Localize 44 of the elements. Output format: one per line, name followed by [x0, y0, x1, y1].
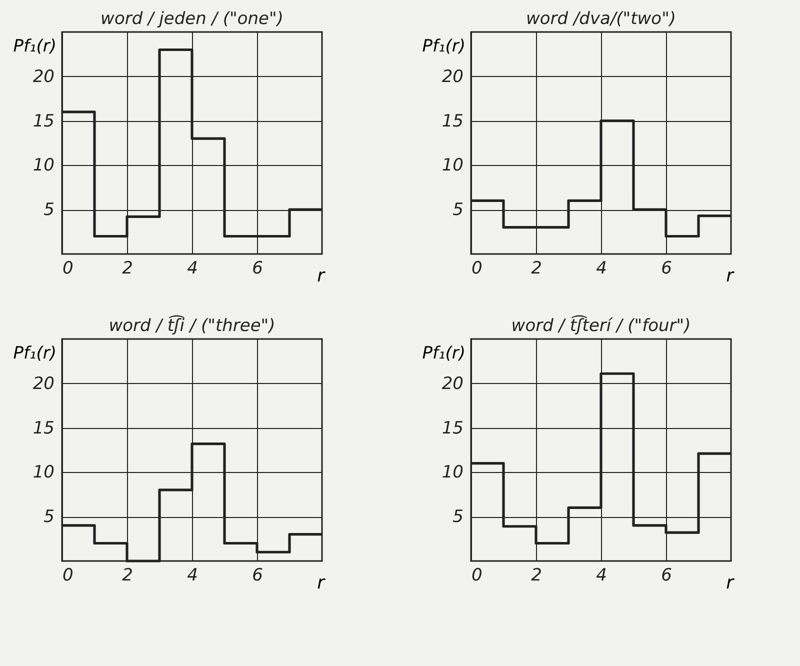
x-axis-title: r — [317, 572, 326, 594]
y-tick-label: 15 — [442, 418, 464, 438]
y-tick-label: 20 — [442, 374, 464, 394]
y-tick-label: 5 — [452, 507, 464, 528]
y-axis-title: Pf₁(r) — [13, 36, 56, 56]
x-tick-label: 4 — [596, 258, 607, 278]
chart-title: word / jeden / ("one") — [100, 9, 284, 29]
y-tick-label: 15 — [32, 418, 54, 438]
y-tick-label: 20 — [32, 374, 54, 394]
x-tick-label: 2 — [531, 258, 542, 278]
x-tick-label: 6 — [252, 566, 264, 586]
y-tick-label: 5 — [452, 200, 464, 220]
x-tick-label: 0 — [62, 566, 74, 586]
x-axis-title: r — [726, 572, 736, 594]
y-tick-label: 15 — [442, 111, 464, 132]
y-tick-label: 5 — [44, 200, 54, 220]
y-tick-label: 10 — [32, 462, 54, 483]
x-axis-title: r — [317, 266, 326, 286]
y-tick-label: 20 — [442, 66, 464, 87]
y-tick-label: 10 — [442, 156, 464, 176]
x-tick-label: 2 — [122, 566, 133, 586]
x-tick-label: 6 — [661, 258, 672, 278]
x-tick-label: 0 — [62, 258, 74, 278]
y-tick-label: 20 — [32, 66, 54, 87]
x-tick-label: 4 — [187, 258, 198, 278]
y-axis-title: Pf₁(r) — [422, 344, 466, 364]
y-axis-title: Pf₁(r) — [13, 344, 56, 364]
x-tick-label: 0 — [472, 566, 482, 586]
x-tick-label: 6 — [252, 258, 264, 278]
x-tick-label: 4 — [187, 566, 198, 586]
x-tick-label: 2 — [122, 258, 133, 278]
x-tick-label: 6 — [661, 566, 672, 586]
y-tick-label: 10 — [442, 462, 464, 483]
x-tick-label: 4 — [596, 566, 607, 586]
x-tick-label: 0 — [472, 258, 482, 278]
x-axis-title: r — [726, 266, 736, 286]
y-axis-title: Pf₁(r) — [422, 36, 466, 56]
chart-title: word / t͡ʃterí / ("four") — [511, 315, 691, 336]
x-tick-label: 2 — [531, 566, 542, 586]
chart-title: word / t͡ʃi / ("three") — [108, 315, 276, 336]
chart-title: word /dva/("two") — [526, 9, 676, 29]
y-tick-label: 5 — [44, 507, 54, 528]
y-tick-label: 10 — [32, 156, 54, 176]
y-tick-label: 15 — [32, 111, 54, 132]
